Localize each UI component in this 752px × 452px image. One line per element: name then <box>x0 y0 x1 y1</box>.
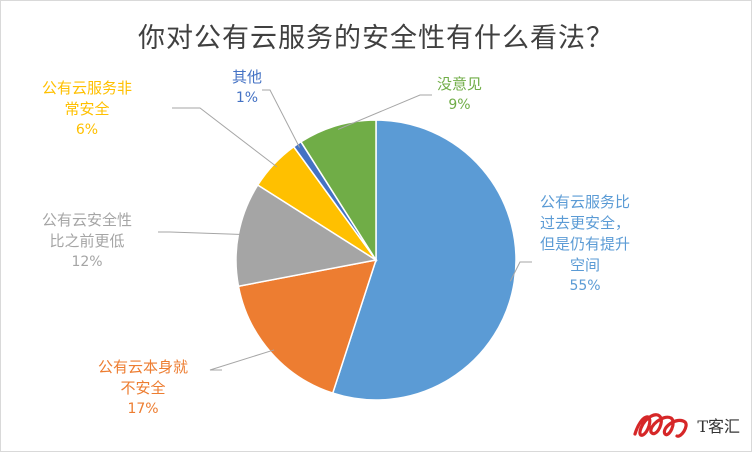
pie-slice-no-opinion <box>299 119 377 263</box>
chart-title: 你对公有云服务的安全性有什么看法？ <box>138 23 614 54</box>
slice-label-insecure: 公有云本身就 不安全 17% <box>98 357 188 420</box>
logo-mark-icon <box>633 413 688 438</box>
watermark-logo: T客汇 <box>631 408 740 442</box>
slice-label-text: 空间 <box>570 256 601 274</box>
leader-line-insecure <box>209 349 275 371</box>
slice-percent-label: 1% <box>235 90 259 106</box>
slice-label-very-safe: 公有云服务非 常安全 6% <box>42 78 132 141</box>
slice-percent-label: 6% <box>75 122 99 138</box>
slice-label-text: 其他 <box>232 68 263 86</box>
slice-label-lower: 公有云安全性 比之前更低 12% <box>42 210 132 273</box>
leader-line-very-safe <box>172 107 278 168</box>
slice-label-no-opinion: 没意见 9% <box>437 74 482 116</box>
slice-label-text: 公有云安全性 <box>42 211 133 229</box>
watermark-text: T客汇 <box>697 417 740 436</box>
slice-percent-label: 12% <box>71 254 103 270</box>
slice-label-improve: 公有云服务比 过去更安全， 但是仍有提升 空间 55% <box>540 192 630 297</box>
slice-label-text: 不安全 <box>120 379 166 397</box>
leader-line-other <box>262 89 301 148</box>
slice-label-text: 常安全 <box>64 100 110 118</box>
slice-label-text: 但是仍有提升 <box>540 235 631 253</box>
slice-label-text: 公有云服务比 <box>540 193 631 211</box>
pie-slice-lower <box>235 183 379 288</box>
pie-slice-insecure <box>237 259 378 395</box>
pie-slice-improve <box>331 119 517 401</box>
slice-label-text: 没意见 <box>437 75 483 93</box>
slice-label-text: 过去更安全， <box>540 214 631 232</box>
leader-line-lower <box>158 231 243 236</box>
leader-line-no-opinion <box>337 94 432 130</box>
slice-percent-label: 55% <box>569 278 601 294</box>
leader-line-improve <box>509 261 532 282</box>
slice-percent-label: 9% <box>448 97 471 113</box>
slice-percent-label: 17% <box>127 401 159 417</box>
slice-label-other: 其他 1% <box>232 67 262 109</box>
slice-label-text: 公有云服务非 <box>42 79 133 97</box>
slice-label-text: 公有云本身就 <box>98 358 189 376</box>
slice-label-text: 比之前更低 <box>49 232 125 250</box>
